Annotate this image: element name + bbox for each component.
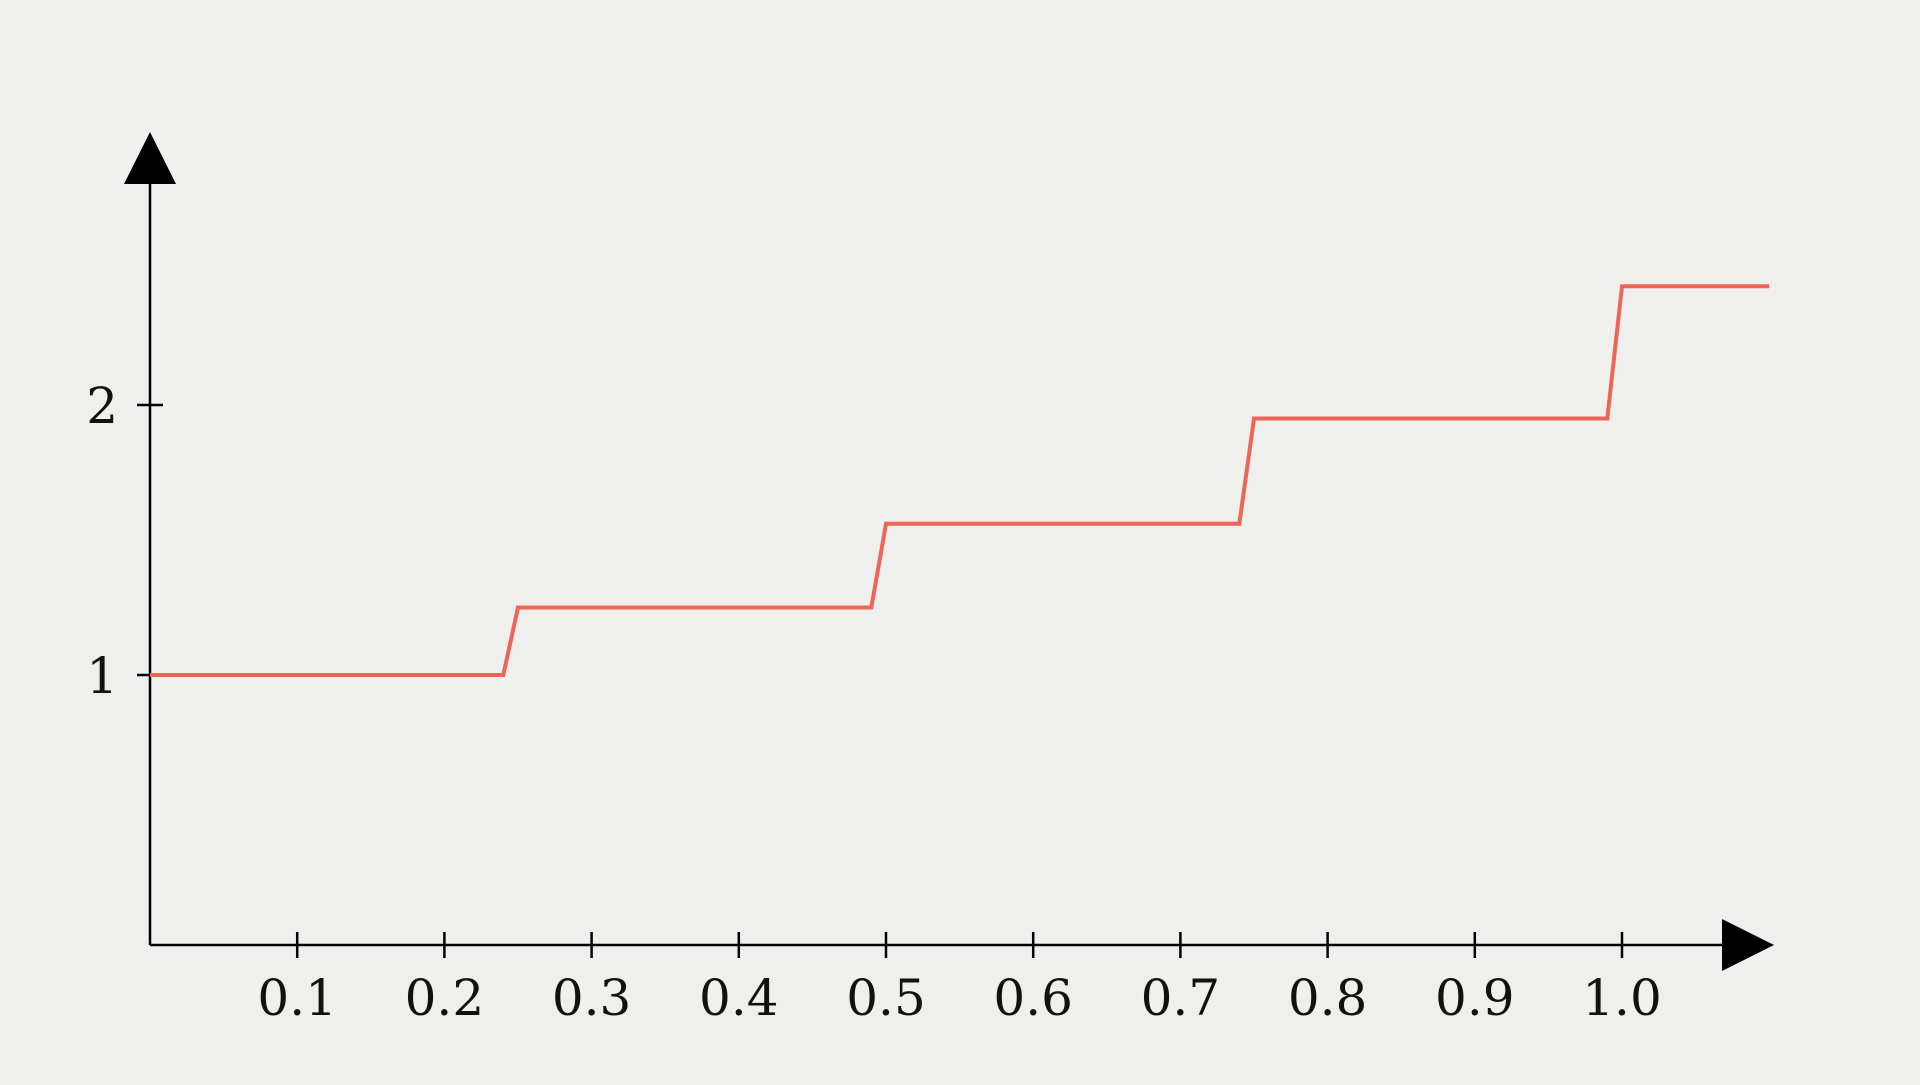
series-line [150, 284, 1770, 677]
x-axis-arrowhead [1722, 919, 1774, 971]
x-tick-label: 0.2 [405, 969, 485, 1027]
x-tick-label: 0.9 [1435, 969, 1515, 1027]
x-tick-label: 0.7 [1141, 969, 1221, 1027]
x-tick-label: 1.0 [1582, 969, 1662, 1027]
x-tick-label: 0.8 [1288, 969, 1368, 1027]
y-tick-label: 1 [86, 647, 118, 705]
axes [124, 132, 1774, 971]
series [150, 284, 1770, 677]
y-axis-arrowhead [124, 132, 176, 184]
x-tick-label: 0.4 [699, 969, 779, 1027]
x-tick-label: 0.5 [846, 969, 926, 1027]
ticks: 0.1 0.2 0.3 0.4 0.5 0.6 0.7 0.8 0.9 1.0 1 2 [86, 377, 1662, 1027]
x-tick-label: 0.6 [993, 969, 1073, 1027]
y-tick-label: 2 [86, 377, 118, 435]
x-tick-label: 0.3 [552, 969, 632, 1027]
x-tick-label: 0.1 [257, 969, 337, 1027]
